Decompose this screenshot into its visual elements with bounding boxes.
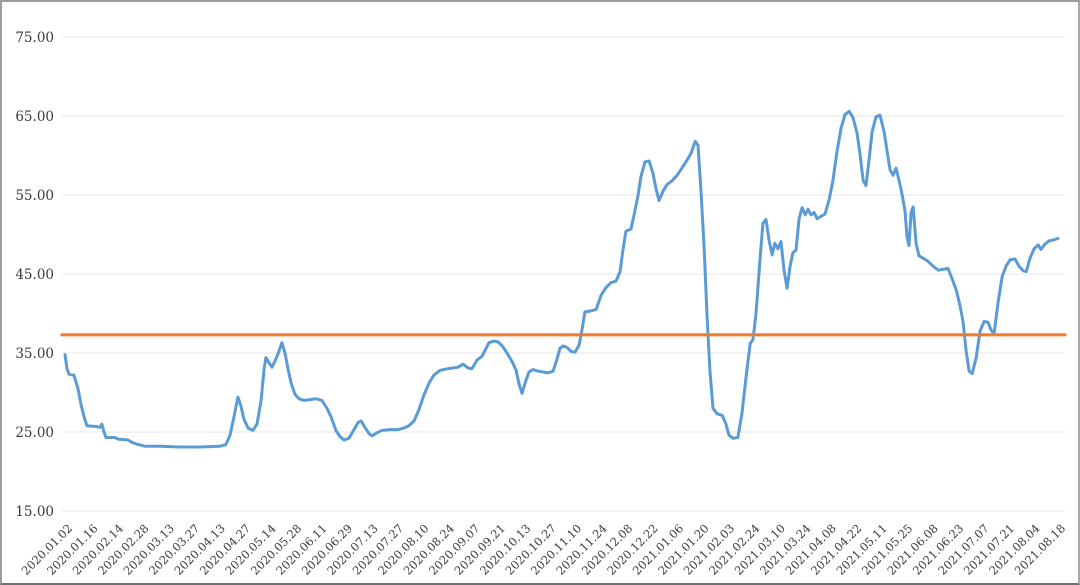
y-axis-tick-label: 15.00	[15, 504, 54, 520]
y-axis-tick-label: 75.00	[15, 30, 54, 46]
y-axis-tick-label: 35.00	[15, 346, 54, 362]
y-axis-tick-label: 55.00	[15, 188, 54, 204]
daily-value-line	[63, 109, 1060, 449]
y-axis-tick-label: 45.00	[15, 267, 54, 283]
y-axis-tick-label: 65.00	[15, 109, 54, 125]
y-axis-tick-label: 25.00	[15, 425, 54, 441]
